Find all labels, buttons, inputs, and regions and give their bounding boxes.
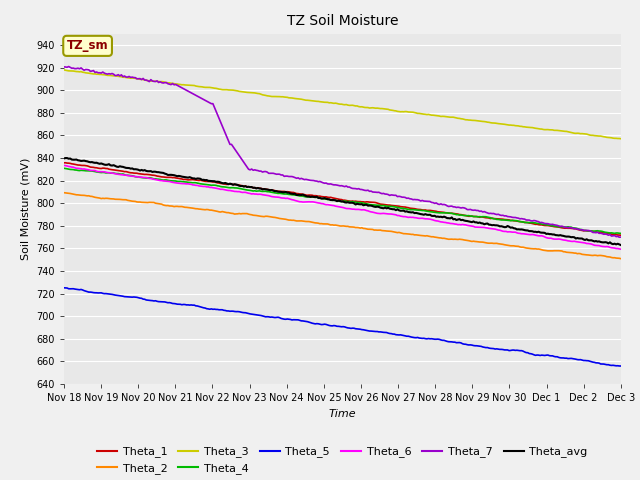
Text: TZ_sm: TZ_sm [67,39,108,52]
Y-axis label: Soil Moisture (mV): Soil Moisture (mV) [20,157,31,260]
X-axis label: Time: Time [328,408,356,419]
Legend: Theta_1, Theta_2, Theta_3, Theta_4, Theta_5, Theta_6, Theta_7, Theta_avg: Theta_1, Theta_2, Theta_3, Theta_4, Thet… [93,442,592,479]
Title: TZ Soil Moisture: TZ Soil Moisture [287,14,398,28]
